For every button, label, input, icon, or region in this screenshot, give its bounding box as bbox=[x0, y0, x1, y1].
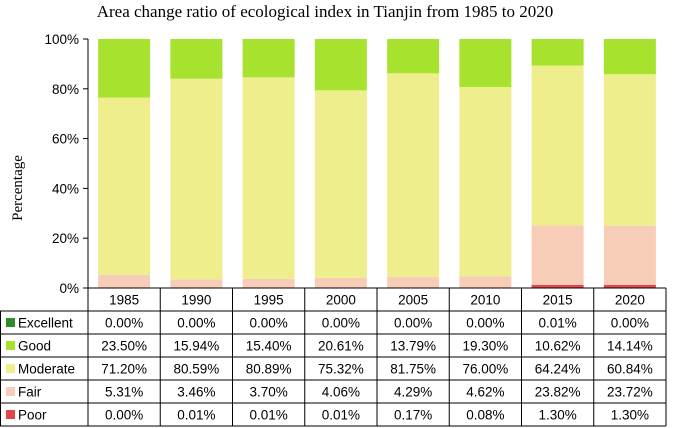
bar-fair-1995 bbox=[242, 278, 295, 288]
table-cell-fair: 23.82% bbox=[535, 385, 581, 400]
x-category-label: 2000 bbox=[326, 293, 356, 308]
legend-swatch-excellent bbox=[6, 318, 15, 327]
bar-good-1995 bbox=[242, 39, 295, 78]
bar-fair-2005 bbox=[387, 276, 440, 288]
bar-fair-2010 bbox=[459, 276, 512, 288]
bar-moderate-2000 bbox=[314, 90, 367, 278]
y-axis-label: Percentage bbox=[10, 155, 26, 221]
table-cell-excellent: 0.00% bbox=[611, 316, 649, 331]
table-cell-good: 19.30% bbox=[462, 339, 508, 354]
bar-good-2015 bbox=[531, 39, 584, 66]
bar-fair-2015 bbox=[531, 225, 584, 285]
y-tick-label: 60% bbox=[52, 132, 79, 147]
bar-fair-2000 bbox=[314, 277, 367, 288]
table-cell-excellent: 0.00% bbox=[322, 316, 360, 331]
table-cell-fair: 3.70% bbox=[249, 385, 287, 400]
y-tick-label: 80% bbox=[52, 82, 79, 97]
table-cell-moderate: 64.24% bbox=[535, 362, 581, 377]
bar-moderate-2015 bbox=[531, 65, 584, 226]
x-category-label: 2010 bbox=[470, 293, 500, 308]
table-cell-fair: 23.72% bbox=[607, 385, 653, 400]
bar-good-2020 bbox=[603, 39, 656, 75]
table-cell-poor: 0.01% bbox=[322, 408, 360, 423]
table-cell-good: 10.62% bbox=[535, 339, 581, 354]
table-cell-moderate: 80.89% bbox=[246, 362, 292, 377]
bar-good-1985 bbox=[98, 38, 151, 98]
table-cell-fair: 3.46% bbox=[177, 385, 215, 400]
table-cell-good: 20.61% bbox=[318, 339, 364, 354]
table-cell-poor: 0.08% bbox=[466, 408, 504, 423]
bar-good-2005 bbox=[387, 39, 440, 74]
axes-group: 0% 20% 40% 60% 80% 100% bbox=[44, 32, 89, 296]
bar-fair-2020 bbox=[603, 225, 656, 285]
table-cell-poor: 1.30% bbox=[611, 408, 649, 423]
table-cell-moderate: 71.20% bbox=[101, 362, 147, 377]
legend-label-excellent: Excellent bbox=[18, 316, 73, 331]
bar-moderate-1990 bbox=[170, 78, 223, 280]
table-cell-excellent: 0.00% bbox=[105, 316, 143, 331]
table-cell-excellent: 0.00% bbox=[249, 316, 287, 331]
x-category-label: 2015 bbox=[543, 293, 573, 308]
bar-moderate-1985 bbox=[98, 97, 151, 275]
x-category-label: 2005 bbox=[398, 293, 428, 308]
table-cell-moderate: 60.84% bbox=[607, 362, 653, 377]
legend-swatch-fair bbox=[6, 387, 15, 396]
table-cell-good: 23.50% bbox=[101, 339, 147, 354]
table-cell-poor: 0.17% bbox=[394, 408, 432, 423]
bar-fair-1985 bbox=[98, 274, 151, 288]
table-cell-good: 15.94% bbox=[173, 339, 219, 354]
table-cell-excellent: 0.01% bbox=[538, 316, 576, 331]
bars-group bbox=[98, 38, 656, 288]
chart-title: Area change ratio of ecological index in… bbox=[97, 2, 554, 21]
legend-label-fair: Fair bbox=[18, 385, 42, 400]
legend-swatch-poor bbox=[6, 410, 15, 419]
x-category-label: 1995 bbox=[254, 293, 284, 308]
table-cell-excellent: 0.00% bbox=[394, 316, 432, 331]
y-tick-label: 40% bbox=[52, 181, 79, 196]
table-cell-fair: 4.06% bbox=[322, 385, 360, 400]
x-category-label: 2020 bbox=[615, 293, 645, 308]
legend-label-good: Good bbox=[18, 339, 51, 354]
table-cell-fair: 4.62% bbox=[466, 385, 504, 400]
bar-poor-2020 bbox=[603, 284, 656, 288]
bar-good-1990 bbox=[170, 39, 223, 79]
bar-fair-1990 bbox=[170, 279, 223, 288]
data-table: 1985 1990 1995 2000 2005 2010 2015 2020 Excellen… bbox=[0, 287, 667, 427]
bar-good-2000 bbox=[314, 39, 367, 91]
table-cell-good: 15.40% bbox=[246, 339, 292, 354]
table-cell-excellent: 0.00% bbox=[466, 316, 504, 331]
bar-good-2010 bbox=[459, 39, 512, 88]
table-cell-good: 13.79% bbox=[390, 339, 436, 354]
y-tick-label: 100% bbox=[44, 32, 79, 47]
table-cell-fair: 4.29% bbox=[394, 385, 432, 400]
bar-poor-2015 bbox=[531, 284, 584, 288]
y-tick-label: 0% bbox=[59, 281, 79, 296]
table-cell-poor: 0.01% bbox=[249, 408, 287, 423]
x-category-label: 1990 bbox=[181, 293, 211, 308]
table-cell-moderate: 76.00% bbox=[462, 362, 508, 377]
y-tick-label: 20% bbox=[52, 231, 79, 246]
table-cell-moderate: 81.75% bbox=[390, 362, 436, 377]
table-cell-moderate: 75.32% bbox=[318, 362, 364, 377]
legend-swatch-good bbox=[6, 341, 15, 350]
table-cell-poor: 1.30% bbox=[538, 408, 576, 423]
table-cell-poor: 0.01% bbox=[177, 408, 215, 423]
table-cell-fair: 5.31% bbox=[105, 385, 143, 400]
legend-swatch-moderate bbox=[6, 364, 15, 373]
bar-moderate-1995 bbox=[242, 77, 295, 279]
table-cell-moderate: 80.59% bbox=[173, 362, 219, 377]
bar-moderate-2010 bbox=[459, 87, 512, 277]
legend-label-poor: Poor bbox=[18, 408, 47, 423]
table-cell-excellent: 0.00% bbox=[177, 316, 215, 331]
bar-moderate-2005 bbox=[387, 73, 440, 277]
table-cell-good: 14.14% bbox=[607, 339, 653, 354]
table-cell-poor: 0.00% bbox=[105, 408, 143, 423]
x-category-label: 1985 bbox=[109, 293, 139, 308]
bar-moderate-2020 bbox=[603, 74, 656, 226]
legend-label-moderate: Moderate bbox=[18, 362, 75, 377]
